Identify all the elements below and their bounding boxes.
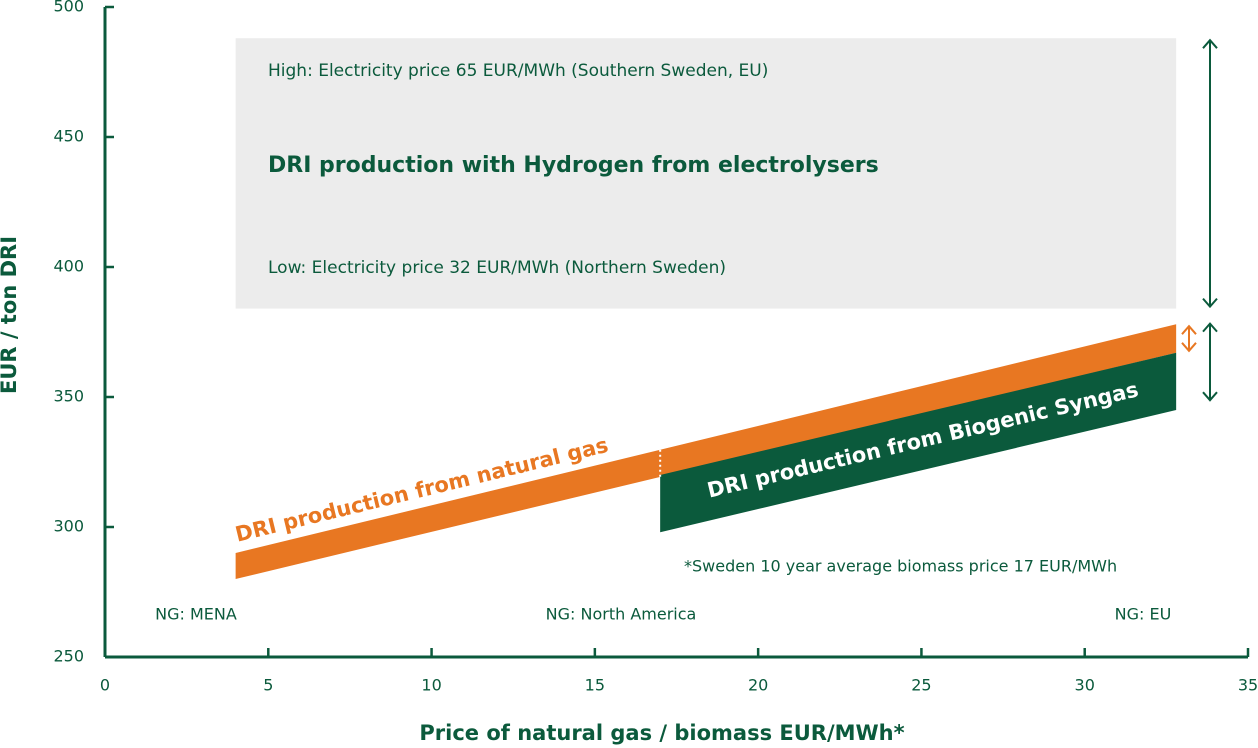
- x-tick-label: 10: [421, 676, 441, 695]
- range-arrow: [1181, 324, 1197, 353]
- arrow-head: [1202, 297, 1218, 309]
- y-tick-label: 500: [53, 0, 84, 16]
- y-axis-label: EUR / ton DRI: [0, 236, 21, 394]
- x-axis-label: Price of natural gas / biomass EUR/MWh*: [419, 721, 904, 745]
- annotation: *Sweden 10 year average biomass price 17…: [684, 557, 1117, 576]
- annotation: NG: North America: [546, 605, 697, 624]
- range-arrow: [1202, 322, 1218, 402]
- band: [235, 324, 1177, 579]
- x-tick-label: 25: [911, 676, 931, 695]
- region-high-label: High: Electricity price 65 EUR/MWh (Sout…: [268, 61, 768, 81]
- arrow-head: [1181, 342, 1197, 353]
- arrow-head: [1202, 391, 1218, 402]
- x-tick-label: 20: [748, 676, 768, 695]
- region-title: DRI production with Hydrogen from electr…: [268, 153, 879, 178]
- annotation: NG: MENA: [155, 605, 237, 624]
- x-tick-label: 35: [1238, 676, 1258, 695]
- y-tick-label: 350: [53, 387, 84, 406]
- x-tick-label: 5: [263, 676, 273, 695]
- arrow-head: [1202, 38, 1218, 49]
- annotation: NG: EU: [1115, 605, 1172, 624]
- range-arrow: [1202, 38, 1218, 309]
- y-tick-label: 300: [53, 517, 84, 536]
- y-tick-label: 400: [53, 257, 84, 276]
- arrow-head: [1202, 322, 1218, 333]
- x-tick-label: 15: [585, 676, 605, 695]
- hydrogen-region: [235, 38, 1177, 309]
- region-low-label: Low: Electricity price 32 EUR/MWh (North…: [268, 258, 726, 278]
- x-tick-label: 30: [1075, 676, 1095, 695]
- arrow-head: [1181, 324, 1197, 335]
- y-tick-label: 450: [53, 127, 84, 146]
- y-tick-label: 250: [53, 647, 84, 666]
- x-tick-label: 0: [100, 676, 110, 695]
- band: [660, 352, 1177, 533]
